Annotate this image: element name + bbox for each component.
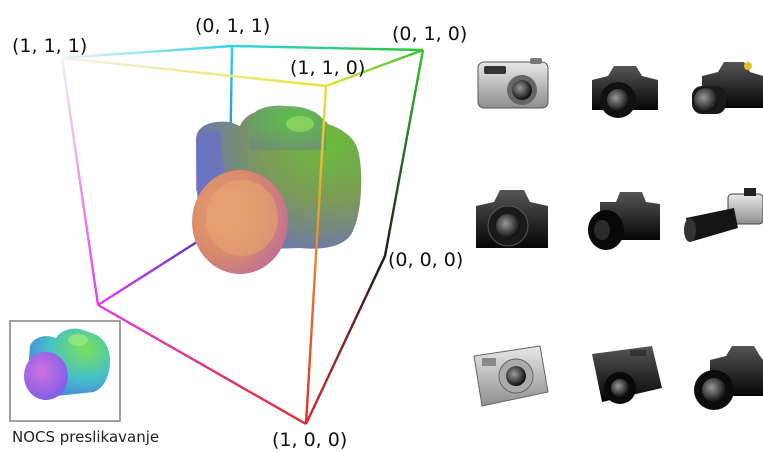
nocs-cube [61,44,425,307]
cube-edge-back-top-left [61,44,233,60]
gallery-compact-silver-camera-icon [477,58,549,109]
gallery-black-dslr-camera-icon [592,66,658,118]
cube-edge-back-top-right [231,44,424,52]
cube-edge-left-vertical [60,57,100,306]
gallery-black-compact-camera-icon [592,346,662,404]
nocs-camera-model [192,105,362,274]
corner-label-100: (1, 0, 0) [272,429,347,451]
corner-label-000: (0, 0, 0) [388,249,463,271]
cube-edge-right-vertical [383,49,425,257]
inset-caption: NOCS preslikavanje [12,428,160,446]
gallery-black-dslr-camera-icon [694,346,763,410]
camera-gallery [473,58,763,410]
cube-edge-front-top [61,56,327,88]
nocs-map-inset [9,320,121,422]
gallery-black-dslr-front-camera-icon [476,190,548,248]
corner-label-010: (0, 1, 0) [392,23,467,45]
gallery-black-dslr-side-camera-icon [588,192,660,250]
cube-edge-front-vertical [304,85,328,425]
corner-label-111: (1, 1, 1) [12,35,87,57]
gallery-telephoto-lens-camera-icon [684,188,763,242]
corner-label-011: (0, 1, 1) [195,15,270,37]
cube-edge-bottom-right [304,255,387,425]
cube-edge-back-bottom [97,238,201,307]
cube-edge-front-top-right [325,48,424,88]
gallery-dslr-long-lens-camera-icon [692,62,763,114]
cube-edge-bottom-left [97,303,307,426]
gallery-compact-silver-camera-icon [473,345,549,407]
nocs-cube-front [60,48,424,426]
corner-label-110: (1, 1, 0) [290,57,365,79]
